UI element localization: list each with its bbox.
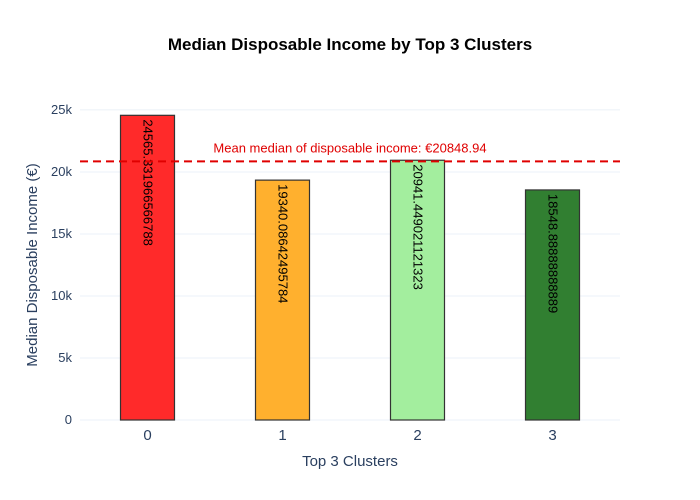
bar-1 — [254, 179, 311, 421]
y-axis-ticks: 0 5k 10k 15k 20k 25k — [51, 102, 72, 427]
bar-3 — [524, 189, 581, 421]
bar-0 — [119, 114, 176, 421]
x-axis-title: Top 3 Clusters — [302, 453, 398, 470]
x-tick-label: 2 — [413, 427, 421, 444]
bar-value-label: 24565.331966566788 — [141, 119, 156, 246]
y-axis-title: Median Disposable Income (€) — [24, 163, 41, 366]
y-tick-label: 25k — [51, 102, 72, 117]
bar-value-label: 18548.88888888889 — [546, 194, 561, 313]
x-axis-ticks: 0 1 2 3 — [143, 427, 556, 444]
bars: 24565.331966566788 19340.08642495784 20941… — [119, 114, 581, 421]
bar-value-label: 19340.08642495784 — [276, 184, 291, 303]
bar-value-label: 20941.449021121323 — [411, 164, 426, 290]
reference-line-group: Mean median of disposable income: €20848… — [80, 140, 620, 163]
x-tick-label: 0 — [143, 427, 151, 444]
y-tick-label: 15k — [51, 226, 72, 241]
y-tick-label: 20k — [51, 164, 72, 179]
x-tick-label: 3 — [548, 427, 556, 444]
bar-2 — [389, 159, 446, 421]
x-tick-label: 1 — [278, 427, 286, 444]
y-tick-label: 10k — [51, 288, 72, 303]
y-tick-label: 0 — [65, 412, 72, 427]
mean-reference-label: Mean median of disposable income: €20848… — [213, 140, 486, 155]
y-tick-label: 5k — [58, 350, 72, 365]
chart-title: Median Disposable Income by Top 3 Cluste… — [168, 35, 532, 54]
